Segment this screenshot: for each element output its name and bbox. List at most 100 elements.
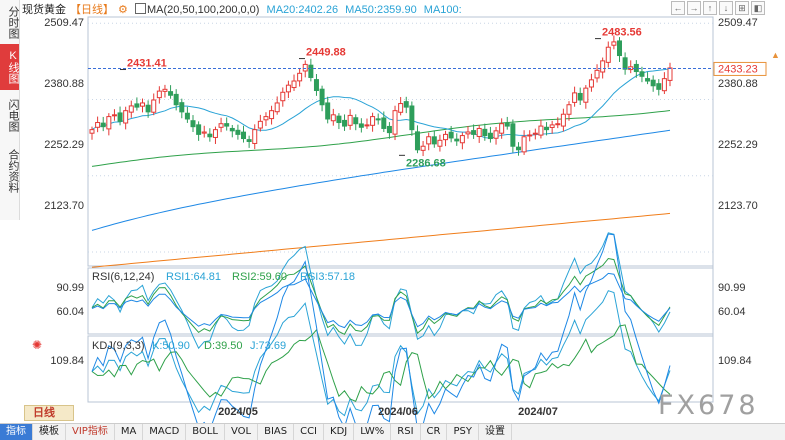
candle-body bbox=[325, 102, 331, 120]
candle-body bbox=[414, 131, 420, 151]
indicator-tab-2[interactable]: VIP指标 bbox=[66, 424, 115, 440]
kdj-j-value: J:73.69 bbox=[250, 340, 286, 352]
y-tick-left-3: 2252.29 bbox=[44, 139, 84, 151]
candle-body bbox=[577, 92, 583, 101]
candle-body bbox=[459, 135, 465, 144]
indicator-tab-11[interactable]: RSI bbox=[391, 424, 421, 440]
kdj-label: KDJ(9,3,3) bbox=[92, 340, 145, 352]
tab-flash-chart[interactable]: 闪电图 bbox=[7, 98, 19, 132]
candle-body bbox=[566, 104, 572, 115]
rsi1-line bbox=[91, 232, 671, 350]
indicator-tab-8[interactable]: CCI bbox=[294, 424, 325, 440]
candle-body bbox=[375, 118, 381, 121]
candle-body bbox=[229, 127, 235, 132]
zoom-out-icon[interactable]: ↓ bbox=[719, 1, 733, 15]
candle-body bbox=[364, 124, 370, 127]
watermark-logo: FX678 bbox=[658, 390, 759, 421]
candle-body bbox=[532, 132, 538, 135]
period-selector-button[interactable]: 日线 bbox=[24, 405, 74, 421]
candle-body bbox=[448, 131, 454, 139]
candle-body bbox=[426, 136, 432, 145]
candle-body bbox=[398, 103, 404, 113]
candle-body bbox=[510, 123, 516, 147]
candle-body bbox=[600, 60, 606, 73]
candle-body bbox=[190, 120, 196, 128]
candle-body bbox=[269, 110, 275, 120]
rsi1-value: RSI1:64.81 bbox=[166, 271, 221, 283]
candle-body bbox=[128, 105, 134, 113]
candle-body bbox=[257, 120, 263, 129]
tab-contract-info[interactable]: 合约资料 bbox=[7, 149, 19, 193]
candle-body bbox=[111, 114, 117, 117]
indicator-tab-12[interactable]: CR bbox=[421, 424, 448, 440]
fullscreen-icon[interactable]: ◧ bbox=[751, 1, 765, 15]
tab-time-sharing[interactable]: 分时图 bbox=[7, 5, 19, 39]
kdj-d-value: D:39.50 bbox=[204, 340, 243, 352]
candle-body bbox=[420, 145, 426, 151]
candle-body bbox=[386, 125, 392, 134]
candle-body bbox=[572, 92, 578, 103]
candle-body bbox=[235, 129, 241, 135]
candle-body bbox=[616, 40, 622, 57]
x-tick-may: 2024/05 bbox=[218, 406, 258, 418]
indicator-tab-3[interactable]: MA bbox=[115, 424, 144, 440]
candle-body bbox=[291, 80, 297, 89]
y-tick-right-3: 2252.29 bbox=[718, 139, 758, 151]
candle-body bbox=[274, 102, 280, 113]
zoom-in-icon[interactable]: ↑ bbox=[703, 1, 717, 15]
candle-body bbox=[123, 110, 129, 124]
price-chart[interactable]: 2431.41 2449.88 2286.68 2483.56 2433.23 ▲ 2… bbox=[0, 0, 785, 423]
candle-body bbox=[151, 99, 157, 113]
rsi2-line bbox=[91, 257, 671, 335]
candle-body bbox=[611, 41, 617, 46]
indicator-toolbar: 指标 模板 VIP指标 MA MACD BOLL VOL BIAS CCI KDJ LW% RSI CR… bbox=[0, 423, 785, 440]
candle-body bbox=[280, 91, 286, 102]
ma50-value: MA50:2359.90 bbox=[345, 4, 417, 16]
ma100-value: MA100: bbox=[423, 4, 462, 16]
candle-body bbox=[224, 123, 230, 127]
candle-body bbox=[201, 131, 207, 134]
extreme-label-3: 2483.56 bbox=[602, 27, 642, 39]
indicator-tab-0[interactable]: 指标 bbox=[0, 424, 33, 440]
candle-body bbox=[605, 46, 611, 63]
candle-body bbox=[583, 87, 589, 103]
tab-kline[interactable]: K线图 bbox=[0, 44, 19, 90]
candle-body bbox=[639, 71, 645, 77]
grid-toggle-icon[interactable]: ⊞ bbox=[735, 1, 749, 15]
candle-body bbox=[117, 112, 123, 122]
candle-body bbox=[184, 112, 190, 120]
candle-body bbox=[145, 104, 151, 113]
indicator-tab-5[interactable]: BOLL bbox=[186, 424, 225, 440]
candle-body bbox=[588, 79, 594, 88]
scroll-right-icon[interactable]: → bbox=[687, 1, 701, 15]
candle-body bbox=[370, 116, 376, 126]
candle-body bbox=[212, 129, 218, 138]
rsi2-value: RSI2:59.60 bbox=[232, 271, 287, 283]
indicator-tab-7[interactable]: BIAS bbox=[258, 424, 295, 440]
scroll-left-icon[interactable]: ← bbox=[671, 1, 685, 15]
current-price-label: 2433.23 bbox=[718, 63, 758, 75]
x-tick-june: 2024/06 bbox=[378, 406, 418, 418]
candle-body bbox=[162, 88, 168, 92]
candle-body bbox=[622, 57, 628, 70]
indicator-tab-6[interactable]: VOL bbox=[225, 424, 259, 440]
indicator-tab-13[interactable]: PSY bbox=[447, 424, 479, 440]
indicator-tab-10[interactable]: LW% bbox=[354, 424, 392, 440]
candle-body bbox=[347, 114, 353, 126]
settings-gear-icon[interactable]: ⚙ bbox=[118, 4, 128, 16]
candle-body bbox=[392, 110, 398, 135]
candle-body bbox=[560, 113, 566, 127]
indicator-tab-1[interactable]: 模板 bbox=[33, 424, 66, 440]
rsi-tick-left-1: 90.99 bbox=[56, 282, 84, 294]
indicator-tab-9[interactable]: KDJ bbox=[324, 424, 355, 440]
chart-header: 现货黄金 【日线】 ⚙ MA(20,50,100,200,0,0) MA20:240… bbox=[22, 2, 466, 18]
candle-body bbox=[246, 139, 252, 143]
rsi-tick-right-1: 90.99 bbox=[718, 282, 746, 294]
indicator-tab-4[interactable]: MACD bbox=[143, 424, 187, 440]
indicator-tab-14[interactable]: 设置 bbox=[479, 424, 512, 440]
candle-body bbox=[252, 129, 258, 144]
ma-indicator-icon[interactable] bbox=[134, 3, 146, 14]
candle-body bbox=[465, 131, 471, 135]
ma20-value: MA20:2402.26 bbox=[266, 4, 339, 16]
rsi3-value: RSI3:57.18 bbox=[300, 271, 355, 283]
